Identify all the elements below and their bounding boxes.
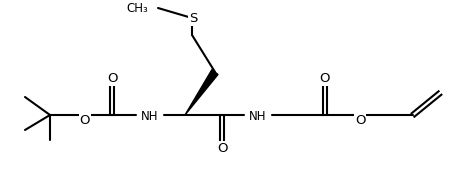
Polygon shape (185, 70, 218, 115)
Text: CH₃: CH₃ (126, 2, 148, 16)
Text: NH: NH (141, 111, 159, 123)
Text: O: O (107, 71, 117, 84)
Text: O: O (217, 142, 227, 156)
Text: O: O (355, 113, 365, 127)
Text: O: O (80, 113, 90, 127)
Text: NH: NH (249, 111, 267, 123)
Text: O: O (320, 71, 330, 84)
Text: S: S (189, 12, 197, 25)
